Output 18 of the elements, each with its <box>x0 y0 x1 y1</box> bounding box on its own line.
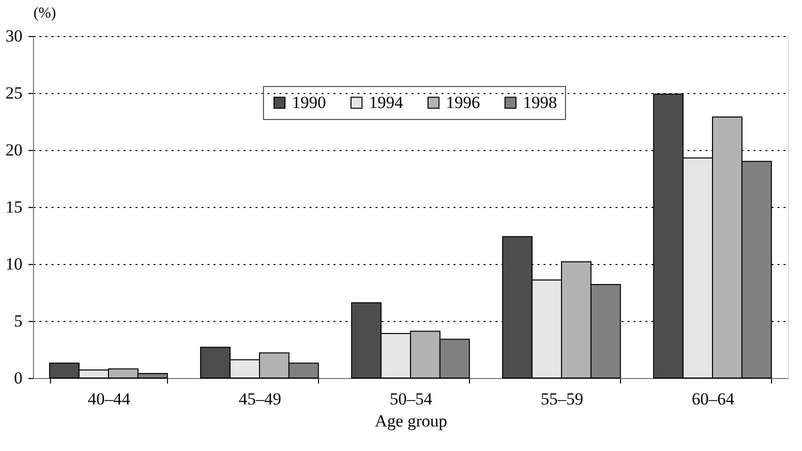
x-tick-label: 50–54 <box>390 390 433 408</box>
y-tick-label: 25 <box>6 84 22 102</box>
y-axis-title: (%) <box>34 6 56 22</box>
legend-label: 1998 <box>523 92 557 112</box>
legend-label: 1996 <box>446 92 480 112</box>
legend-label: 1994 <box>369 92 404 112</box>
y-tick-label: 0 <box>14 368 22 388</box>
x-axis-title: Age group <box>374 412 448 430</box>
x-tick-label: 60–64 <box>692 390 735 408</box>
x-tick-label: 55–59 <box>540 390 584 408</box>
x-tick-label: 40–44 <box>88 390 131 408</box>
y-tick-label: 30 <box>6 26 22 46</box>
y-tick-label: 5 <box>14 312 22 330</box>
y-tick-label: 15 <box>6 198 22 216</box>
y-tick-label: 10 <box>6 254 22 274</box>
y-tick-label: 20 <box>6 140 22 160</box>
legend-label: 1990 <box>292 92 326 112</box>
x-tick-label: 45–49 <box>238 390 282 408</box>
